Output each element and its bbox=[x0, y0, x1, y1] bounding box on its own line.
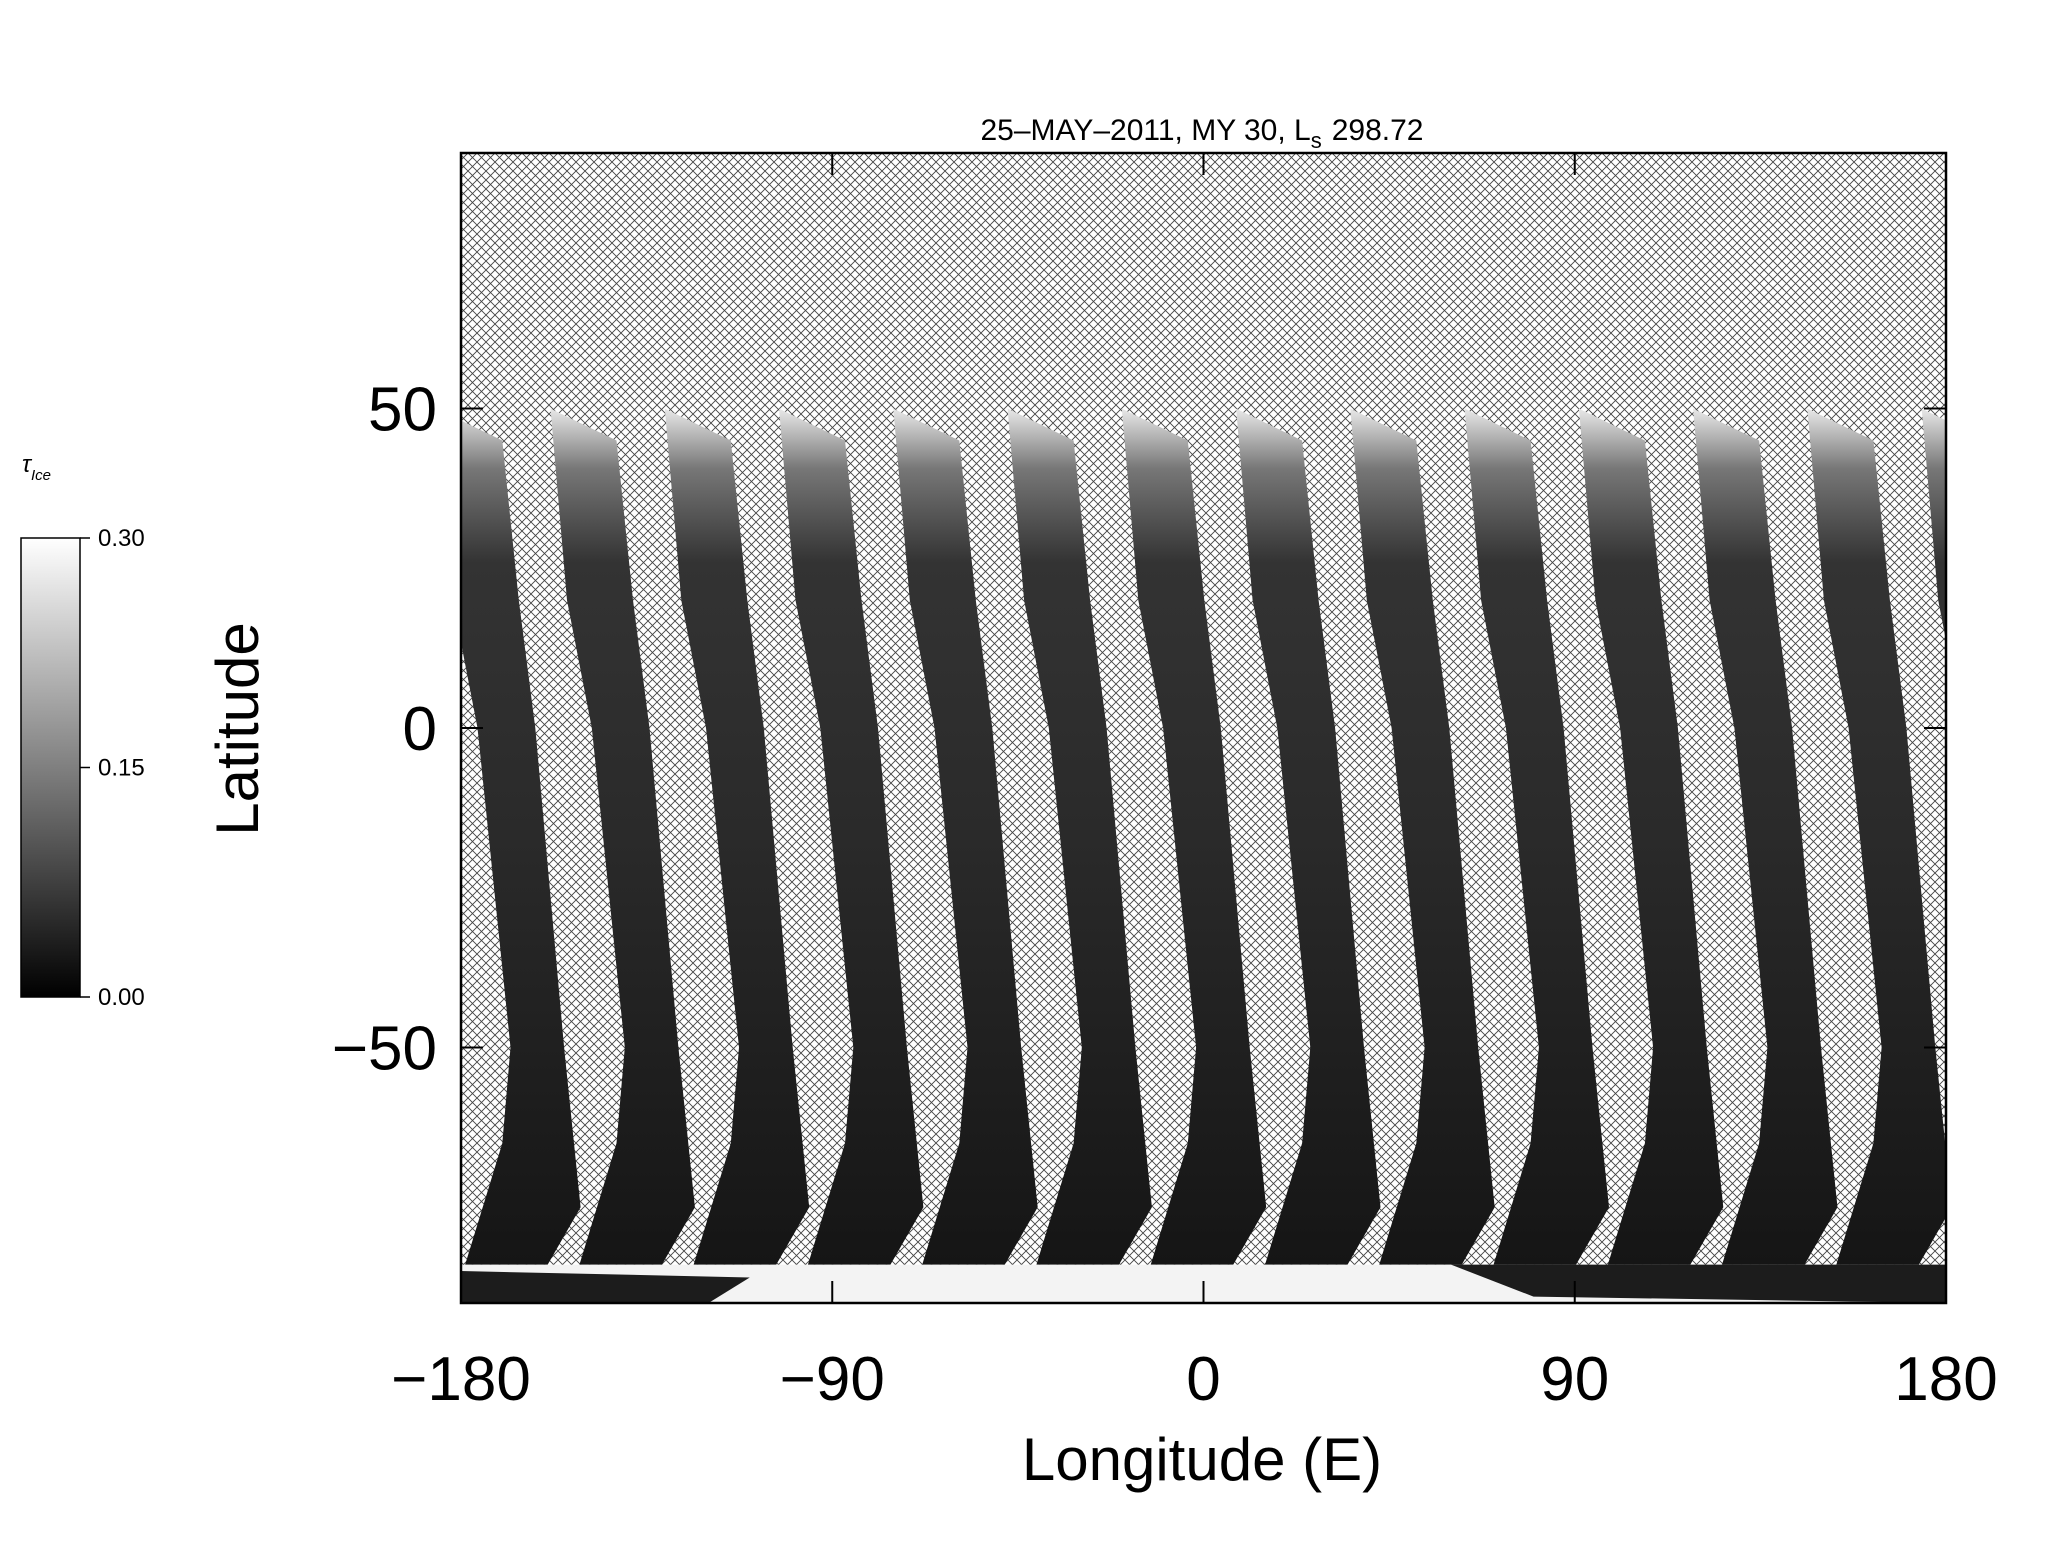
title-text: 25–MAY–2011, MY 30, L bbox=[981, 114, 1311, 147]
swath bbox=[1807, 408, 1946, 1265]
swaths bbox=[461, 408, 1946, 1303]
y-tick-label: 0 bbox=[403, 695, 437, 764]
colorbar-subscript: Ice bbox=[31, 467, 51, 484]
swath bbox=[461, 420, 581, 1265]
colorbar bbox=[20, 537, 81, 998]
swath bbox=[1578, 408, 1724, 1265]
colorbar-label: τIce bbox=[22, 451, 51, 484]
colorbar-tick-label: 0.30 bbox=[98, 525, 145, 552]
colorbar-tick-label: 0.15 bbox=[98, 755, 145, 782]
swath bbox=[779, 408, 924, 1265]
swath bbox=[1121, 408, 1267, 1265]
colorbar-symbol: τ bbox=[22, 451, 33, 478]
swath bbox=[1007, 408, 1152, 1265]
polar-shadow bbox=[461, 1271, 750, 1303]
title-tail: 298.72 bbox=[1332, 114, 1424, 147]
swath bbox=[1350, 408, 1495, 1265]
swath bbox=[893, 408, 1038, 1265]
chart-title: 25–MAY–2011, MY 30, Ls 298.72 bbox=[981, 114, 1424, 153]
swath bbox=[1464, 408, 1609, 1265]
swath bbox=[1236, 408, 1381, 1265]
y-tick-label: 50 bbox=[368, 376, 437, 445]
x-tick-label: 0 bbox=[1186, 1345, 1220, 1414]
y-tick-label: −50 bbox=[332, 1014, 437, 1083]
x-axis-label: Longitude (E) bbox=[1022, 1426, 1382, 1493]
colorbar-tick-label: 0.00 bbox=[98, 984, 145, 1011]
swath bbox=[1693, 408, 1838, 1265]
title-subscript: s bbox=[1311, 128, 1322, 153]
x-tick-label: −90 bbox=[780, 1345, 885, 1414]
x-tick-label: 180 bbox=[1894, 1345, 1997, 1414]
swath bbox=[664, 408, 810, 1265]
x-tick-label: 90 bbox=[1540, 1345, 1609, 1414]
x-tick-label: −180 bbox=[391, 1345, 531, 1414]
swath bbox=[550, 408, 695, 1265]
y-axis-label: Latitude bbox=[204, 622, 271, 836]
swath bbox=[1921, 408, 1946, 641]
